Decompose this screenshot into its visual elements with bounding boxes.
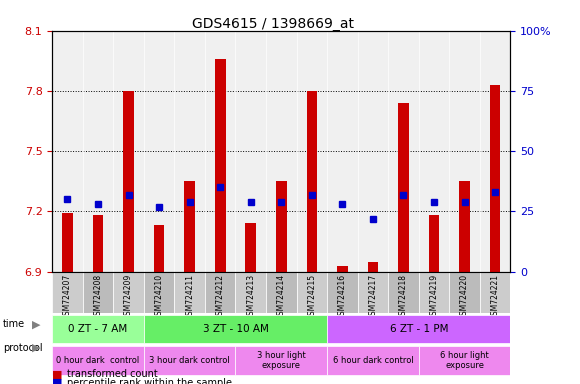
Text: GSM724208: GSM724208 <box>93 274 103 320</box>
Text: 3 ZT - 10 AM: 3 ZT - 10 AM <box>202 324 269 334</box>
Text: GSM724212: GSM724212 <box>216 274 224 320</box>
FancyBboxPatch shape <box>205 271 235 313</box>
Text: 3 hour light
exposure: 3 hour light exposure <box>257 351 306 370</box>
FancyBboxPatch shape <box>327 271 358 313</box>
Text: 6 hour light
exposure: 6 hour light exposure <box>440 351 489 370</box>
Bar <box>276 181 287 271</box>
FancyBboxPatch shape <box>144 346 235 375</box>
Bar <box>245 223 256 271</box>
FancyBboxPatch shape <box>83 271 113 313</box>
Text: GSM724218: GSM724218 <box>399 274 408 320</box>
FancyBboxPatch shape <box>450 271 480 313</box>
FancyBboxPatch shape <box>235 271 266 313</box>
FancyBboxPatch shape <box>52 346 144 375</box>
FancyBboxPatch shape <box>52 271 83 313</box>
Text: GSM724214: GSM724214 <box>277 274 286 320</box>
Text: protocol: protocol <box>3 343 42 353</box>
FancyBboxPatch shape <box>144 271 175 313</box>
Bar <box>337 266 348 271</box>
FancyBboxPatch shape <box>419 346 510 375</box>
FancyBboxPatch shape <box>52 314 144 343</box>
Bar <box>368 262 378 271</box>
Text: GDS4615 / 1398669_at: GDS4615 / 1398669_at <box>191 17 354 31</box>
FancyBboxPatch shape <box>144 314 327 343</box>
Text: GSM724207: GSM724207 <box>63 274 72 320</box>
Bar <box>490 85 501 271</box>
Text: GSM724209: GSM724209 <box>124 274 133 320</box>
Text: percentile rank within the sample: percentile rank within the sample <box>67 378 231 384</box>
Bar <box>184 181 195 271</box>
FancyBboxPatch shape <box>327 346 419 375</box>
Text: GSM724211: GSM724211 <box>185 274 194 320</box>
Bar <box>93 215 103 271</box>
Text: GSM724213: GSM724213 <box>246 274 255 320</box>
Text: ▶: ▶ <box>32 319 41 329</box>
Text: GSM724220: GSM724220 <box>460 274 469 320</box>
FancyBboxPatch shape <box>480 271 510 313</box>
Bar <box>123 91 134 271</box>
Text: 3 hour dark control: 3 hour dark control <box>149 356 230 365</box>
FancyBboxPatch shape <box>266 271 296 313</box>
Text: GSM724215: GSM724215 <box>307 274 316 320</box>
Text: transformed count: transformed count <box>67 369 157 379</box>
Bar <box>215 59 226 271</box>
FancyBboxPatch shape <box>113 271 144 313</box>
Text: GSM724210: GSM724210 <box>155 274 164 320</box>
FancyBboxPatch shape <box>358 271 388 313</box>
Bar <box>62 214 73 271</box>
FancyBboxPatch shape <box>388 271 419 313</box>
FancyBboxPatch shape <box>419 271 450 313</box>
Text: 6 ZT - 1 PM: 6 ZT - 1 PM <box>390 324 448 334</box>
Bar <box>459 181 470 271</box>
Text: ▶: ▶ <box>32 343 41 353</box>
FancyBboxPatch shape <box>327 314 510 343</box>
Text: GSM724219: GSM724219 <box>430 274 438 320</box>
Text: GSM724216: GSM724216 <box>338 274 347 320</box>
Bar <box>306 91 317 271</box>
Text: 0 hour dark  control: 0 hour dark control <box>56 356 140 365</box>
Bar <box>154 225 165 271</box>
FancyBboxPatch shape <box>296 271 327 313</box>
FancyBboxPatch shape <box>175 271 205 313</box>
Text: GSM724217: GSM724217 <box>368 274 378 320</box>
Text: time: time <box>3 319 25 329</box>
Text: ■: ■ <box>52 369 63 379</box>
Text: GSM724221: GSM724221 <box>491 274 499 320</box>
Bar <box>398 103 409 271</box>
Text: 6 hour dark control: 6 hour dark control <box>332 356 414 365</box>
Bar <box>429 215 440 271</box>
Text: ■: ■ <box>52 378 63 384</box>
FancyBboxPatch shape <box>235 346 327 375</box>
Text: 0 ZT - 7 AM: 0 ZT - 7 AM <box>68 324 128 334</box>
